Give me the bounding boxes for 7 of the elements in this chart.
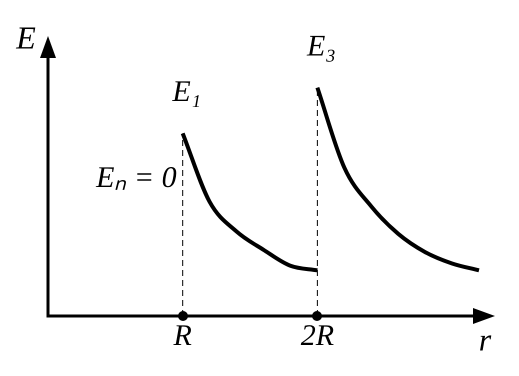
series-label: E₃ [306, 30, 336, 63]
x-tick-label: R [172, 318, 192, 352]
annotation: Eₙ = 0 [95, 160, 177, 194]
x-tick-label: 2R [300, 318, 334, 352]
x-axis-title: r [478, 321, 492, 358]
y-axis-title: E [15, 19, 36, 56]
series-label: E₁ [171, 75, 202, 108]
